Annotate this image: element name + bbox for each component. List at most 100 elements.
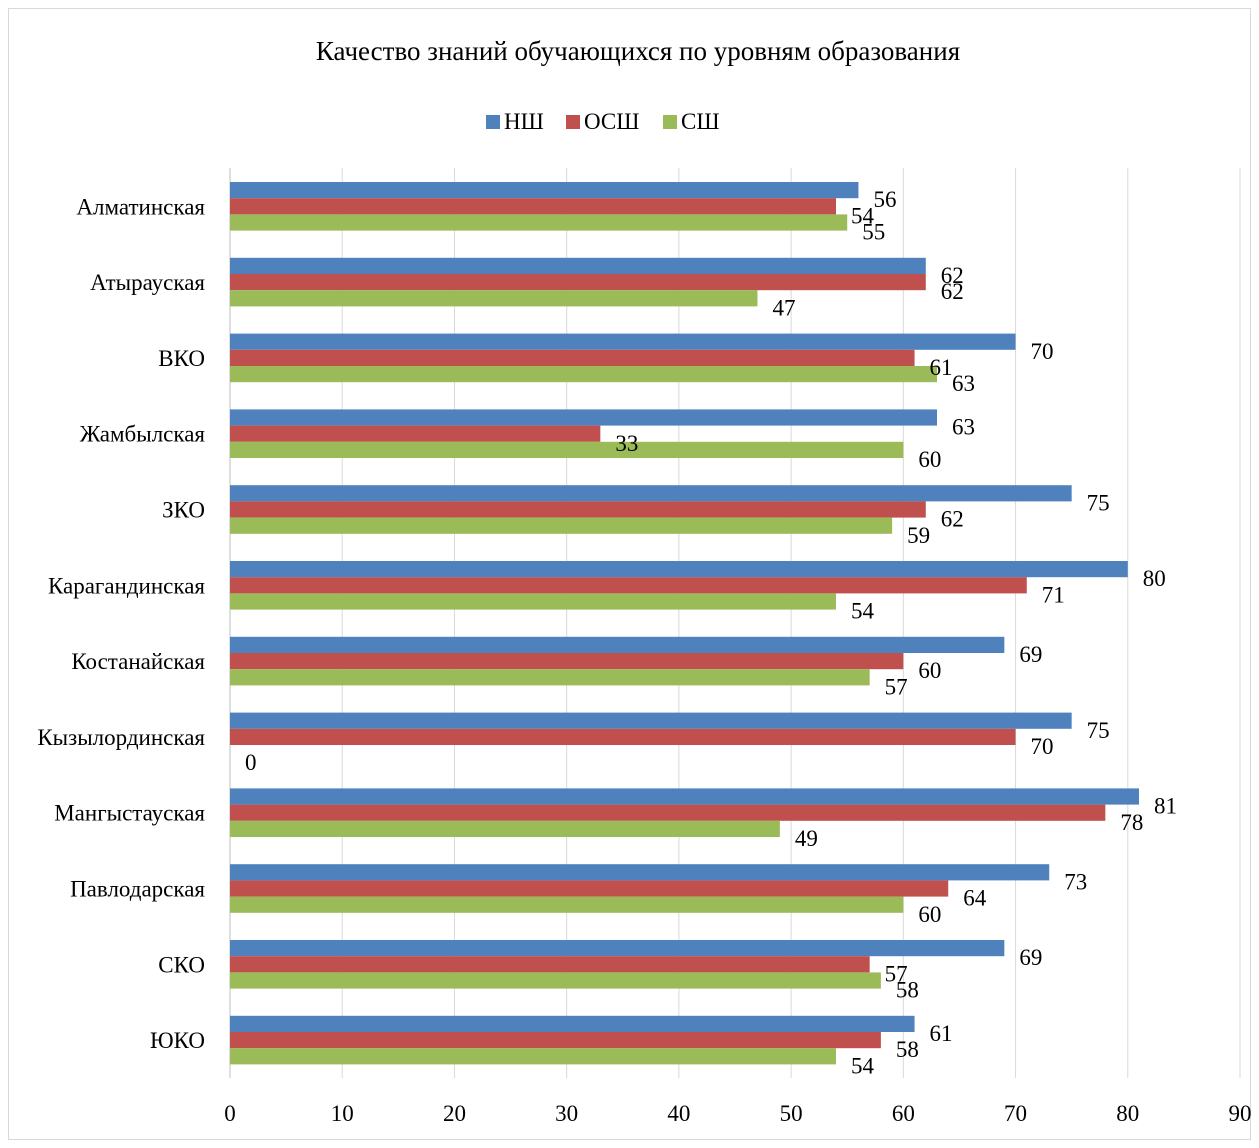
category-label: Костанайская <box>71 649 205 674</box>
bar <box>230 425 601 442</box>
legend-label: НШ <box>504 109 544 134</box>
x-tick-label: 60 <box>892 1101 915 1126</box>
bar <box>230 940 1005 957</box>
legend-label: СШ <box>681 109 720 134</box>
data-label: 47 <box>772 295 795 320</box>
bar <box>230 593 836 610</box>
bar <box>230 441 904 458</box>
bar <box>230 274 926 291</box>
category-label: Павлодарская <box>70 877 205 902</box>
bar <box>230 956 870 973</box>
bar <box>230 728 1016 745</box>
data-label: 60 <box>918 658 941 683</box>
category-label: Атырауская <box>90 270 205 295</box>
data-label: 78 <box>1120 810 1143 835</box>
legend: НШ ОСШ СШ <box>486 109 720 134</box>
data-label: 61 <box>930 355 953 380</box>
bars <box>230 182 1139 1065</box>
bar <box>230 820 780 837</box>
bar <box>230 669 870 686</box>
data-label: 69 <box>1019 642 1042 667</box>
data-label: 60 <box>918 902 941 927</box>
data-label: 69 <box>1019 945 1042 970</box>
bar <box>230 1015 915 1032</box>
bar <box>230 636 1005 653</box>
data-label: 33 <box>615 431 638 456</box>
bar <box>230 485 1072 502</box>
category-label: Кызылординская <box>37 725 205 750</box>
chart-title: Качество знаний обучающихся по уровням о… <box>316 36 960 66</box>
bar <box>230 972 881 989</box>
bar <box>230 517 893 534</box>
data-label: 57 <box>885 674 908 699</box>
category-label: Мангыстауская <box>54 801 205 826</box>
x-tick-label: 20 <box>443 1101 466 1126</box>
data-label: 49 <box>795 826 818 851</box>
data-label: 64 <box>963 886 987 911</box>
category-labels: Алматинская Атырауская ВКО Жамбылская ЗКО Кар… <box>37 194 205 1053</box>
data-label: 0 <box>245 750 257 775</box>
x-tick-label: 70 <box>1004 1101 1027 1126</box>
x-tick-label: 90 <box>1229 1101 1252 1126</box>
bar <box>230 290 758 307</box>
bar <box>230 257 926 274</box>
bar <box>230 653 904 670</box>
x-tick-label: 40 <box>667 1101 690 1126</box>
value-labels: 5654556262477061636333607562598071546960… <box>245 187 1177 1078</box>
data-label: 55 <box>862 220 885 245</box>
bar <box>230 349 915 366</box>
data-label: 81 <box>1154 794 1177 819</box>
bar <box>230 409 937 426</box>
x-tick-label: 0 <box>224 1101 236 1126</box>
legend-swatch <box>566 115 580 129</box>
data-label: 75 <box>1087 718 1110 743</box>
x-tick-labels: 0 10 20 30 40 50 60 70 80 90 <box>224 1101 1251 1126</box>
data-label: 59 <box>907 523 930 548</box>
data-label: 71 <box>1042 582 1065 607</box>
x-tick-label: 30 <box>555 1101 578 1126</box>
bar <box>230 712 1072 729</box>
legend-swatch <box>486 115 500 129</box>
x-tick-label: 50 <box>780 1101 803 1126</box>
bar <box>230 804 1106 821</box>
data-label: 57 <box>885 961 908 986</box>
bar <box>230 214 848 231</box>
data-label: 62 <box>941 263 964 288</box>
category-label: Жамбылская <box>80 422 206 447</box>
data-label: 60 <box>918 447 941 472</box>
x-tick-label: 80 <box>1116 1101 1139 1126</box>
x-tick-label: 10 <box>331 1101 354 1126</box>
bar <box>230 501 926 518</box>
category-label: ЗКО <box>162 498 205 523</box>
data-label: 73 <box>1064 869 1087 894</box>
bar <box>230 333 1016 350</box>
data-label: 58 <box>896 1037 919 1062</box>
bar <box>230 864 1050 881</box>
data-label: 54 <box>851 599 875 624</box>
data-label: 63 <box>952 371 975 396</box>
bar <box>230 198 836 215</box>
data-label: 58 <box>896 978 919 1003</box>
bar <box>230 577 1027 594</box>
bar <box>230 182 859 199</box>
legend-label: ОСШ <box>584 109 639 134</box>
data-label: 56 <box>873 187 896 212</box>
category-label: Карагандинская <box>48 573 205 598</box>
data-label: 63 <box>952 415 975 440</box>
data-label: 61 <box>930 1021 953 1046</box>
category-label: СКО <box>158 952 205 977</box>
data-label: 54 <box>851 203 875 228</box>
data-label: 62 <box>941 279 964 304</box>
data-label: 80 <box>1143 566 1166 591</box>
category-label: ВКО <box>158 346 205 371</box>
category-label: Алматинская <box>76 194 205 219</box>
category-label: ЮКО <box>150 1028 205 1053</box>
data-label: 62 <box>941 507 964 532</box>
bar <box>230 788 1139 805</box>
data-label: 70 <box>1031 339 1054 364</box>
legend-swatch <box>663 115 677 129</box>
gridlines <box>229 168 1241 1078</box>
data-label: 70 <box>1031 734 1054 759</box>
